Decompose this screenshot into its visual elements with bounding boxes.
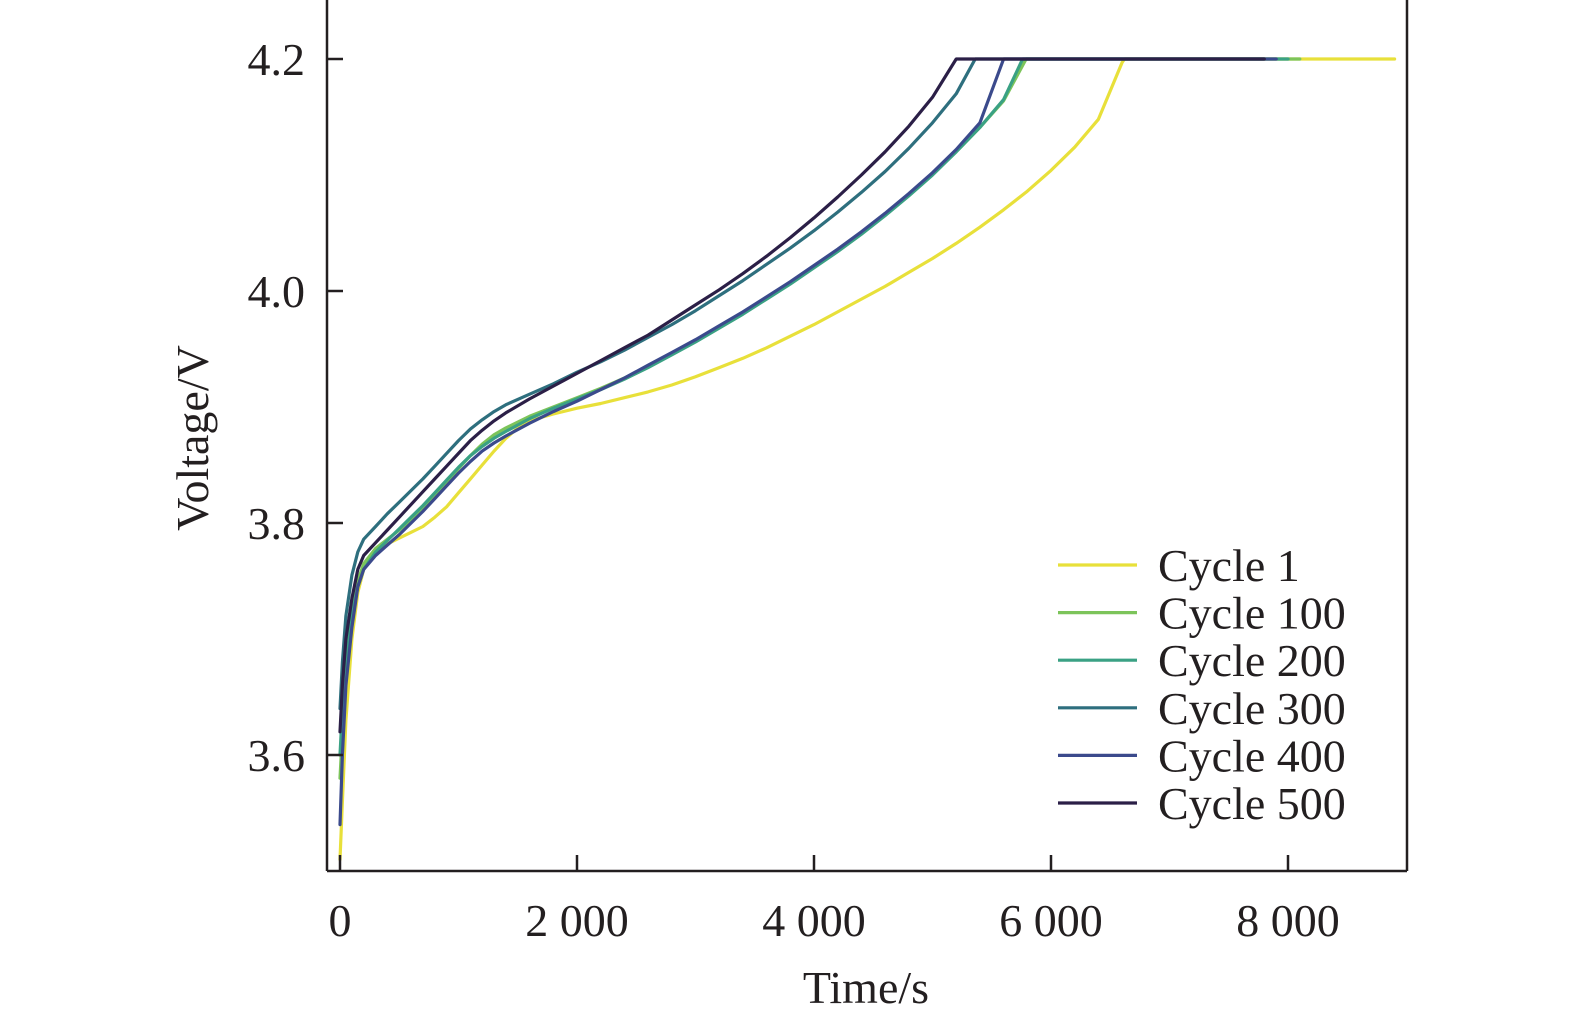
x-axis-label: Time/s (803, 962, 929, 1013)
legend-label: Cycle 500 (1158, 778, 1346, 829)
legend-label: Cycle 300 (1158, 683, 1346, 734)
series-line-cycle-200 (338, 57, 1290, 757)
legend-label: Cycle 1 (1158, 540, 1300, 591)
series-line-cycle-400 (338, 57, 1278, 827)
legend-label: Cycle 400 (1158, 730, 1346, 781)
x-tick-label: 8 000 (1236, 895, 1340, 946)
x-tick-label: 4 000 (762, 895, 866, 946)
axes-layer: 0 2 000 4 000 6 000 8 000 3.6 3.8 4.0 4.2 (248, 0, 1409, 946)
series-line-cycle-1 (338, 57, 1397, 862)
series-layer (338, 57, 1397, 862)
y-tick-label: 3.8 (248, 498, 306, 549)
x-tick-label: 6 000 (999, 895, 1103, 946)
x-tick-label: 2 000 (525, 895, 629, 946)
legend-label: Cycle 200 (1158, 635, 1346, 686)
y-tick-label: 4.2 (248, 34, 306, 85)
y-tick-label: 4.0 (248, 266, 306, 317)
y-axis-label: Voltage/V (167, 345, 218, 531)
series-line-cycle-500 (338, 57, 1266, 734)
y-tick-label: 3.6 (248, 730, 306, 781)
x-tick-label: 0 (329, 895, 352, 946)
legend-label: Cycle 100 (1158, 588, 1346, 639)
